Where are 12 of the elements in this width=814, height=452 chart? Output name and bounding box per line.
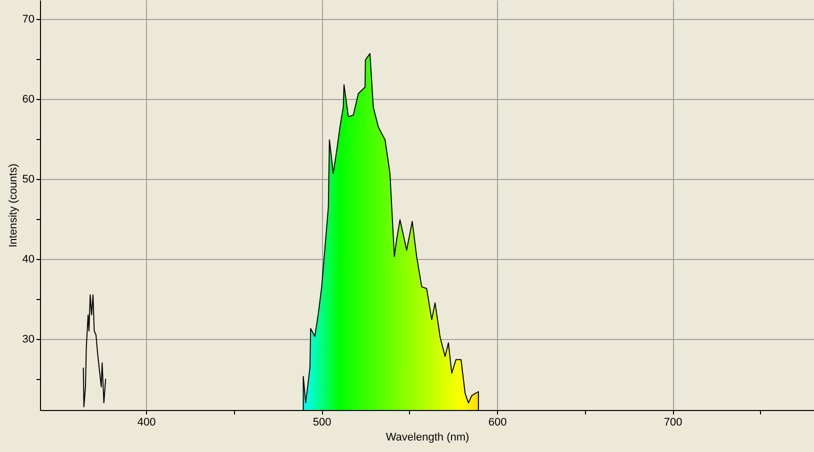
y-tick-label: 50 xyxy=(22,174,34,186)
y-tick-label: 60 xyxy=(22,94,34,106)
y-tick-label: 30 xyxy=(22,333,34,346)
x-tick-label: 600 xyxy=(488,416,507,428)
y-tick-label: 70 xyxy=(22,14,34,26)
x-tick-label: 700 xyxy=(664,416,682,428)
x-tick-label: 500 xyxy=(312,416,332,428)
x-tick-label: 400 xyxy=(137,416,156,428)
x-axis-title: Wavelength (nm) xyxy=(386,432,470,444)
y-tick-label: 40 xyxy=(22,253,34,266)
line-series xyxy=(82,294,106,408)
y-axis-title: Intensity (counts) xyxy=(7,164,20,248)
